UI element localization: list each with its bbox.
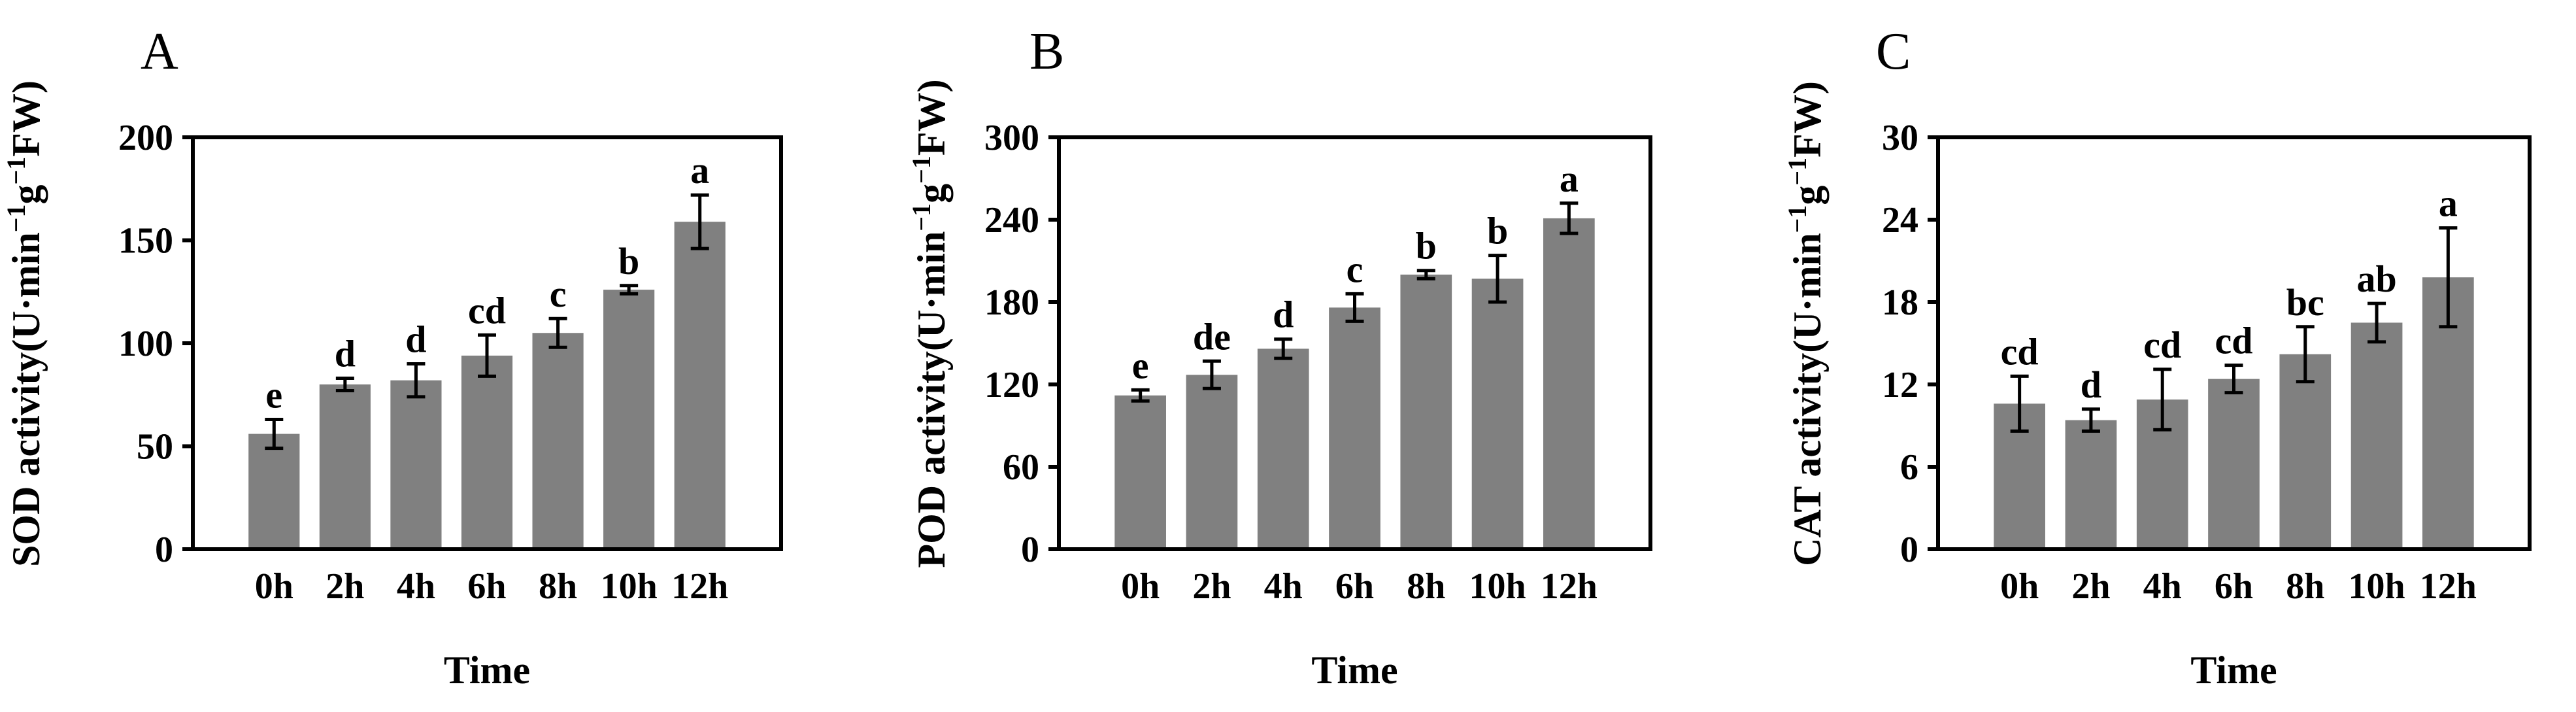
x-tick-label: 8h bbox=[2286, 566, 2324, 607]
x-tick-label: 10h bbox=[2348, 566, 2405, 607]
y-tick-label: 300 bbox=[984, 118, 1039, 158]
x-tick-label: 0h bbox=[255, 566, 293, 607]
y-tick-label: 24 bbox=[1882, 200, 1918, 241]
panel-letter: C bbox=[1876, 23, 1911, 80]
x-tick-label: 8h bbox=[539, 566, 577, 607]
y-tick-label: 180 bbox=[984, 282, 1039, 323]
y-tick-label: 200 bbox=[118, 118, 173, 158]
bar-2h bbox=[2065, 420, 2117, 549]
significance-label: b bbox=[618, 240, 639, 282]
chart-panel-b: Be 0h de 2h d 4h c 6h b 8h b 10h a 12h 0 60 120 180 240 300… bbox=[907, 23, 1652, 692]
significance-label: a bbox=[690, 149, 709, 192]
significance-label: d bbox=[335, 333, 356, 375]
y-tick-label: 60 bbox=[1003, 447, 1039, 488]
significance-label: cd bbox=[468, 289, 506, 331]
y-tick-label: 0 bbox=[1021, 530, 1039, 570]
bar-6h bbox=[2208, 379, 2260, 549]
significance-label: a bbox=[2439, 182, 2458, 225]
x-tick-label: 0h bbox=[1121, 566, 1160, 607]
x-tick-label: 12h bbox=[671, 566, 728, 607]
significance-label: a bbox=[1560, 158, 1579, 200]
bar-4h bbox=[1257, 348, 1309, 549]
significance-label: c bbox=[1347, 248, 1363, 290]
y-tick-label: 12 bbox=[1882, 365, 1918, 405]
plot-frame bbox=[1936, 135, 2532, 551]
bar-0h bbox=[1114, 395, 1166, 549]
x-tick-label: 2h bbox=[2071, 566, 2110, 607]
bar-8h bbox=[532, 333, 584, 549]
x-axis-title: Time bbox=[444, 649, 530, 692]
x-tick-label: 10h bbox=[1469, 566, 1526, 607]
bar-8h bbox=[2279, 354, 2332, 549]
significance-label: e bbox=[1132, 344, 1149, 386]
significance-label: de bbox=[1193, 315, 1231, 358]
bar-4h bbox=[390, 380, 442, 549]
y-tick-label: 30 bbox=[1882, 118, 1918, 158]
significance-label: cd bbox=[2143, 324, 2181, 366]
significance-label: c bbox=[550, 273, 567, 315]
x-tick-label: 6h bbox=[1335, 566, 1374, 607]
bar-6h bbox=[1329, 307, 1380, 549]
y-axis-title: POD activity(U·min−1g−1FW) bbox=[907, 79, 954, 568]
y-tick-label: 100 bbox=[118, 324, 173, 364]
y-axis-title: CAT activity(U·min−1g−1FW) bbox=[1782, 81, 1830, 566]
significance-label: cd bbox=[2001, 330, 2039, 373]
bar-6h bbox=[461, 355, 513, 549]
bar-10h bbox=[1471, 279, 1524, 549]
x-tick-label: 4h bbox=[397, 566, 435, 607]
significance-label: d bbox=[1273, 294, 1294, 336]
panel-letter: A bbox=[141, 23, 178, 80]
significance-label: bc bbox=[2286, 281, 2324, 324]
y-tick-label: 50 bbox=[137, 427, 173, 467]
y-tick-label: 18 bbox=[1882, 282, 1918, 323]
x-tick-label: 4h bbox=[1264, 566, 1303, 607]
bar-2h bbox=[319, 384, 371, 549]
bar-10h bbox=[603, 290, 655, 549]
x-tick-label: 6h bbox=[467, 566, 506, 607]
significance-label: b bbox=[1416, 225, 1437, 267]
x-tick-label: 6h bbox=[2215, 566, 2253, 607]
y-axis-title: SOD activity(U·min−1g−1FW) bbox=[1, 80, 48, 567]
bar-10h bbox=[2350, 322, 2403, 549]
significance-label: b bbox=[1487, 210, 1508, 252]
y-tick-label: 0 bbox=[1900, 530, 1918, 570]
panel-letter: B bbox=[1029, 23, 1064, 80]
y-tick-label: 0 bbox=[155, 530, 173, 570]
significance-label: cd bbox=[2215, 320, 2253, 362]
chart-panel-a: Ae 0h d 2h d 4h cd 6h c 8h b 10h a 12h 0 50 100 150 200 Tim… bbox=[1, 23, 783, 692]
chart-panel-c: Ccd 0h d 2h cd 4h cd 6h bc 8h ab 10h a 12h 0 6 12 18 24 30 T… bbox=[1782, 23, 2532, 692]
x-tick-label: 2h bbox=[326, 566, 364, 607]
significance-label: d bbox=[405, 318, 426, 361]
x-tick-label: 12h bbox=[1541, 566, 1597, 607]
bar-2h bbox=[1186, 375, 1238, 549]
y-tick-label: 6 bbox=[1900, 447, 1918, 488]
y-tick-label: 150 bbox=[118, 221, 173, 262]
bar-12h bbox=[674, 222, 726, 549]
significance-label: d bbox=[2081, 364, 2101, 406]
x-axis-title: Time bbox=[2190, 649, 2277, 692]
y-tick-label: 240 bbox=[984, 200, 1039, 241]
x-tick-label: 8h bbox=[1407, 566, 1445, 607]
bar-0h bbox=[248, 433, 300, 549]
x-axis-title: Time bbox=[1311, 649, 1397, 692]
y-tick-label: 120 bbox=[984, 365, 1039, 405]
x-tick-label: 0h bbox=[2000, 566, 2039, 607]
x-tick-label: 10h bbox=[601, 566, 658, 607]
significance-label: ab bbox=[2356, 258, 2396, 300]
bar-8h bbox=[1400, 275, 1452, 549]
x-tick-label: 12h bbox=[2420, 566, 2477, 607]
bar-12h bbox=[1543, 218, 1595, 549]
x-tick-label: 4h bbox=[2143, 566, 2182, 607]
plot-frame bbox=[1057, 135, 1652, 551]
x-tick-label: 2h bbox=[1192, 566, 1231, 607]
significance-label: e bbox=[265, 374, 282, 416]
